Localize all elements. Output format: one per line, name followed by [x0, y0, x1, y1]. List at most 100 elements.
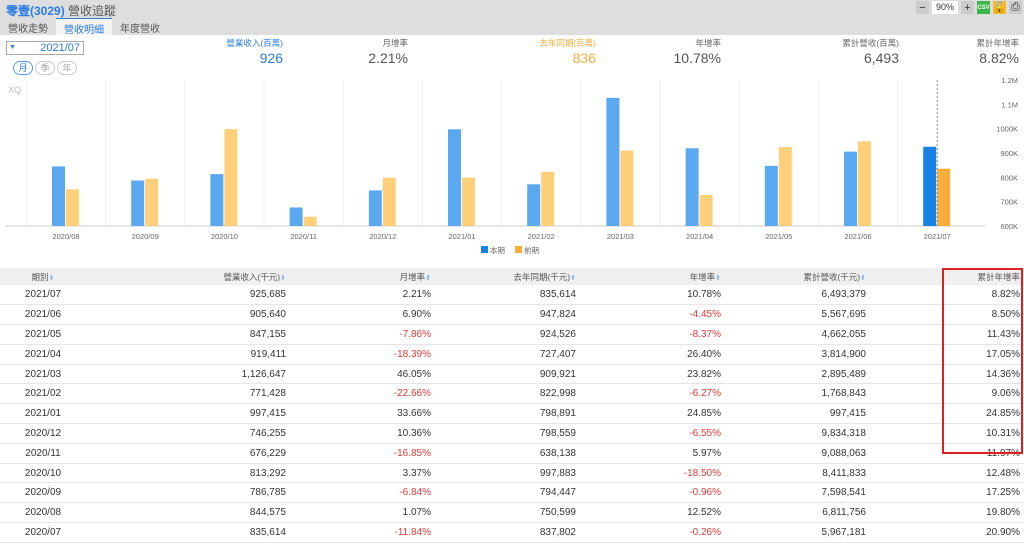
column-header[interactable]: 累計年增率: [870, 268, 1024, 285]
sort-icon: ⬍: [425, 274, 431, 282]
date-select[interactable]: ▼ 2021/07: [6, 41, 84, 55]
period-year[interactable]: 年: [57, 61, 77, 75]
period-quarter[interactable]: 季: [35, 61, 55, 75]
bar-current: [52, 166, 65, 226]
table-cell: 997,883: [435, 463, 580, 484]
header-label: 去年同期(千元): [513, 271, 571, 282]
table-cell: 786,785: [90, 482, 290, 504]
period-month[interactable]: 月: [13, 61, 33, 75]
table-cell: 17.25%: [870, 482, 1024, 504]
column-header[interactable]: 營業收入(千元)⬍: [90, 268, 290, 285]
sort-icon: ⬍: [860, 274, 866, 282]
table-cell: -8.37%: [580, 324, 725, 345]
table-cell: 947,824: [435, 304, 580, 326]
column-header[interactable]: 期別⬍: [0, 268, 90, 285]
table-cell: 11.43%: [870, 324, 1024, 345]
table-cell: -16.85%: [290, 443, 435, 464]
column-header[interactable]: 去年同期(千元)⬍: [435, 268, 580, 285]
x-tick-label: 2021/02: [528, 232, 555, 241]
table-cell: 14.36%: [870, 364, 1024, 385]
table-cell: -11.84%: [290, 522, 435, 543]
summary-label: 累計年增率: [976, 38, 1019, 48]
x-tick-label: 2021/03: [607, 232, 634, 241]
summary-yoy: 年增率 10.78%: [674, 37, 721, 66]
table-cell: 3,814,900: [725, 344, 870, 365]
bar-current: [923, 146, 937, 226]
table-cell: 638,138: [435, 443, 580, 464]
table-cell: 8,411,833: [725, 463, 870, 484]
table-cell: 2021/02: [0, 383, 90, 405]
table-row: 2020/07 835,614 -11.84% 837,802 -0.26% 5,967,…: [0, 522, 1024, 543]
x-tick-label: 2021/04: [686, 232, 713, 241]
header-label: 年增率: [689, 271, 716, 282]
tab-revenue-detail[interactable]: 營收明細: [56, 18, 112, 36]
table-row: 2020/08 844,575 1.07% 750,599 12.52% 6,811,75…: [0, 502, 1024, 524]
table-cell: 2021/06: [0, 304, 90, 326]
table-row: 2021/03 1,126,647 46.05% 909,921 23.82% 2,895…: [0, 364, 1024, 385]
table-row: 2021/05 847,155 -7.86% 924,526 -8.37% 4,662,0…: [0, 324, 1024, 345]
x-tick-label: 2020/12: [369, 232, 396, 241]
legend-swatch-current: [481, 246, 488, 253]
table-cell: 2,895,489: [725, 364, 870, 385]
table-cell: 1,126,647: [90, 364, 290, 385]
table-cell: 24.85%: [580, 403, 725, 425]
bar-current: [131, 180, 145, 226]
print-icon[interactable]: ⎙: [1009, 1, 1022, 14]
table-cell: 5.97%: [580, 443, 725, 464]
table-cell: 7,598,541: [725, 482, 870, 504]
x-tick-label: 2021/06: [844, 232, 871, 241]
header-label: 月增率: [399, 271, 426, 282]
table-cell: 822,998: [435, 383, 580, 405]
x-tick-label: 2020/09: [132, 232, 159, 241]
lock-icon[interactable]: 🔓: [992, 1, 1007, 14]
date-value: 2021/07: [40, 42, 80, 54]
bar-prior: [145, 178, 159, 226]
watermark: XQ: [8, 85, 22, 95]
table-cell: 5,967,181: [725, 522, 870, 543]
header-label: 期別: [31, 271, 49, 282]
column-header[interactable]: 年增率⬍: [580, 268, 725, 285]
y-tick-label: 700K: [1000, 198, 1018, 207]
bar-prior: [66, 189, 79, 226]
revenue-table: 期別⬍ 營業收入(千元)⬍ 月增率⬍ 去年同期(千元)⬍ 年增率⬍ 累計營收(千元)⬍ 累計…: [0, 268, 1024, 543]
bar-current: [289, 207, 303, 226]
table-cell: 727,407: [435, 344, 580, 365]
table-row: 2020/11 676,229 -16.85% 638,138 5.97% 9,088,0…: [0, 443, 1024, 464]
y-tick-label: 1.2M: [1001, 76, 1018, 85]
table-cell: 2020/12: [0, 423, 90, 444]
bar-current: [764, 165, 778, 226]
bar-prior: [937, 168, 951, 226]
table-cell: 2020/07: [0, 522, 90, 543]
table-row: 2021/06 905,640 6.90% 947,824 -4.45% 5,567,69…: [0, 304, 1024, 326]
table-row: 2021/01 997,415 33.66% 798,891 24.85% 997,415…: [0, 403, 1024, 425]
bar-current: [685, 148, 699, 226]
table-cell: 2021/01: [0, 403, 90, 425]
column-header[interactable]: 月增率⬍: [290, 268, 435, 285]
tab-revenue-trend[interactable]: 營收走勢: [8, 24, 48, 35]
sort-icon: ⬍: [570, 274, 576, 282]
column-header[interactable]: 累計營收(千元)⬍: [725, 268, 870, 285]
zoom-out-button[interactable]: −: [916, 1, 929, 14]
summary-cumulative-yoy: 累計年增率 8.82%: [976, 37, 1019, 66]
zoom-in-button[interactable]: +: [961, 1, 974, 14]
table-row: 2020/09 786,785 -6.84% 794,447 -0.96% 7,598,5…: [0, 482, 1024, 504]
table-cell: 2.21%: [290, 285, 435, 306]
table-cell: 2021/05: [0, 324, 90, 345]
bar-current: [606, 97, 620, 226]
x-tick-label: 2021/01: [448, 232, 475, 241]
page-title: 零壹(3029) 營收追蹤: [6, 2, 116, 19]
summary-cumulative: 累計營收(百萬) 6,493: [842, 37, 899, 66]
table-cell: 9,088,063: [725, 443, 870, 464]
y-tick-label: 1.1M: [1001, 100, 1018, 109]
table-cell: 798,891: [435, 403, 580, 425]
table-cell: 24.85%: [870, 403, 1024, 425]
table-cell: 794,447: [435, 482, 580, 504]
table-row: 2021/07 925,685 2.21% 835,614 10.78% 6,493,37…: [0, 285, 1024, 306]
table-cell: 23.82%: [580, 364, 725, 385]
csv-export-button[interactable]: CSV: [977, 1, 990, 14]
table-row: 2021/04 919,411 -18.39% 727,407 26.40% 3,814,…: [0, 344, 1024, 365]
toolbar: − 90% + CSV 🔓 ⎙: [916, 1, 1022, 14]
tab-annual-revenue[interactable]: 年度營收: [120, 24, 160, 35]
header-bar: 零壹(3029) 營收追蹤 營收走勢 營收明細 年度營收 − 90% + CSV…: [0, 0, 1024, 36]
y-tick-label: 1000K: [996, 125, 1018, 134]
